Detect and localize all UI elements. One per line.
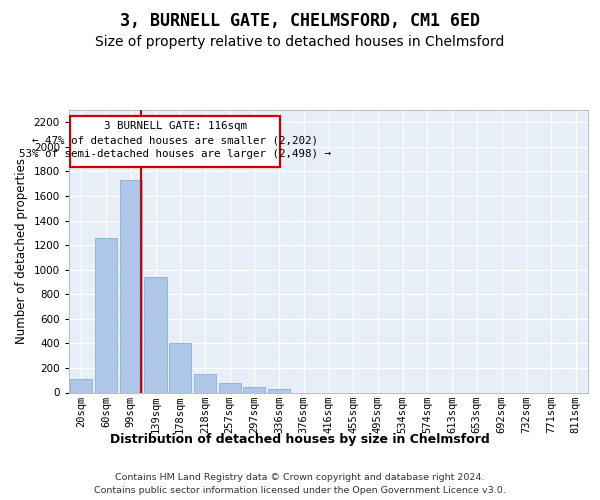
Text: ← 47% of detached houses are smaller (2,202): ← 47% of detached houses are smaller (2,…	[32, 135, 318, 145]
Text: 3 BURNELL GATE: 116sqm: 3 BURNELL GATE: 116sqm	[104, 121, 247, 131]
Bar	[95, 238, 117, 392]
Bar	[268, 390, 290, 392]
Text: Contains public sector information licensed under the Open Government Licence v3: Contains public sector information licen…	[94, 486, 506, 495]
Bar	[169, 343, 191, 392]
Bar	[119, 180, 142, 392]
Bar	[243, 387, 265, 392]
Bar	[194, 374, 216, 392]
Text: Distribution of detached houses by size in Chelmsford: Distribution of detached houses by size …	[110, 432, 490, 446]
FancyBboxPatch shape	[70, 116, 280, 166]
Text: Size of property relative to detached houses in Chelmsford: Size of property relative to detached ho…	[95, 35, 505, 49]
Text: 3, BURNELL GATE, CHELMSFORD, CM1 6ED: 3, BURNELL GATE, CHELMSFORD, CM1 6ED	[120, 12, 480, 30]
Text: Contains HM Land Registry data © Crown copyright and database right 2024.: Contains HM Land Registry data © Crown c…	[115, 472, 485, 482]
Bar	[70, 379, 92, 392]
Bar	[145, 277, 167, 392]
Y-axis label: Number of detached properties: Number of detached properties	[15, 158, 28, 344]
Bar	[218, 384, 241, 392]
Text: 53% of semi-detached houses are larger (2,498) →: 53% of semi-detached houses are larger (…	[19, 149, 331, 159]
